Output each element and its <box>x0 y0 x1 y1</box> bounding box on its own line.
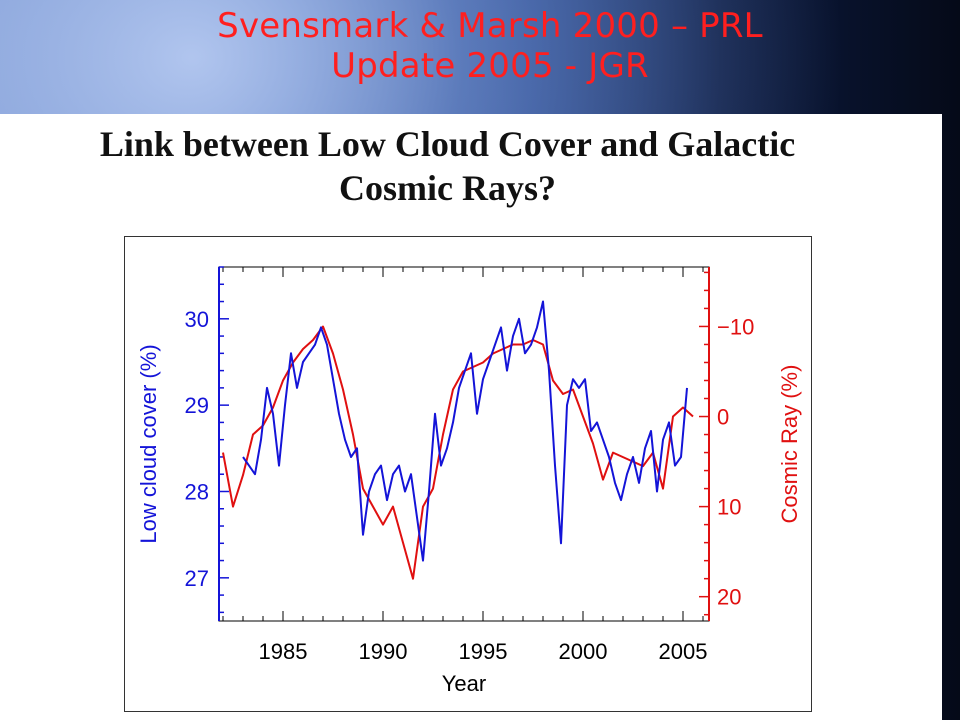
left-tick-label: 29 <box>185 393 209 418</box>
left-axis-label: Low cloud cover (%) <box>136 344 161 543</box>
left-tick-label: 30 <box>185 307 209 332</box>
x-tick-label: 2005 <box>659 639 708 664</box>
left-tick-label: 28 <box>185 479 209 504</box>
right-axis-ticks: −10 0 10 20 <box>699 271 754 616</box>
x-axis-label: Year <box>442 671 486 696</box>
right-tick-label: −10 <box>717 314 754 339</box>
series-line-cosmic-ray <box>222 325 694 580</box>
right-tick-label: 20 <box>717 585 741 610</box>
x-tick-label: 2000 <box>559 639 608 664</box>
x-tick-label: 1990 <box>359 639 408 664</box>
slide-title-line1: Svensmark & Marsh 2000 – PRL <box>217 6 763 46</box>
x-axis-ticks: 1985 1990 1995 2000 2005 <box>222 267 708 664</box>
chart-heading-line1: Link between Low Cloud Cover and Galacti… <box>99 124 796 164</box>
right-tick-label: 10 <box>717 495 741 520</box>
x-tick-label: 1995 <box>459 639 508 664</box>
right-tick-label: 0 <box>717 405 729 430</box>
chart-heading-line2: Cosmic Rays? <box>339 168 556 208</box>
chart-heading: Link between Low Cloud Cover and Galacti… <box>0 122 895 210</box>
slide-title-line2: Update 2005 - JGR <box>331 46 649 86</box>
series-line-low-cloud <box>242 300 688 562</box>
left-tick-label: 27 <box>185 566 209 591</box>
plot-area <box>218 266 710 622</box>
chart-frame <box>124 236 812 712</box>
x-tick-label: 1985 <box>259 639 308 664</box>
left-axis-ticks: 27 28 29 30 <box>185 266 229 614</box>
right-axis-label: Cosmic Ray (%) <box>777 365 802 524</box>
slide-title: Svensmark & Marsh 2000 – PRL Update 2005… <box>0 6 960 86</box>
